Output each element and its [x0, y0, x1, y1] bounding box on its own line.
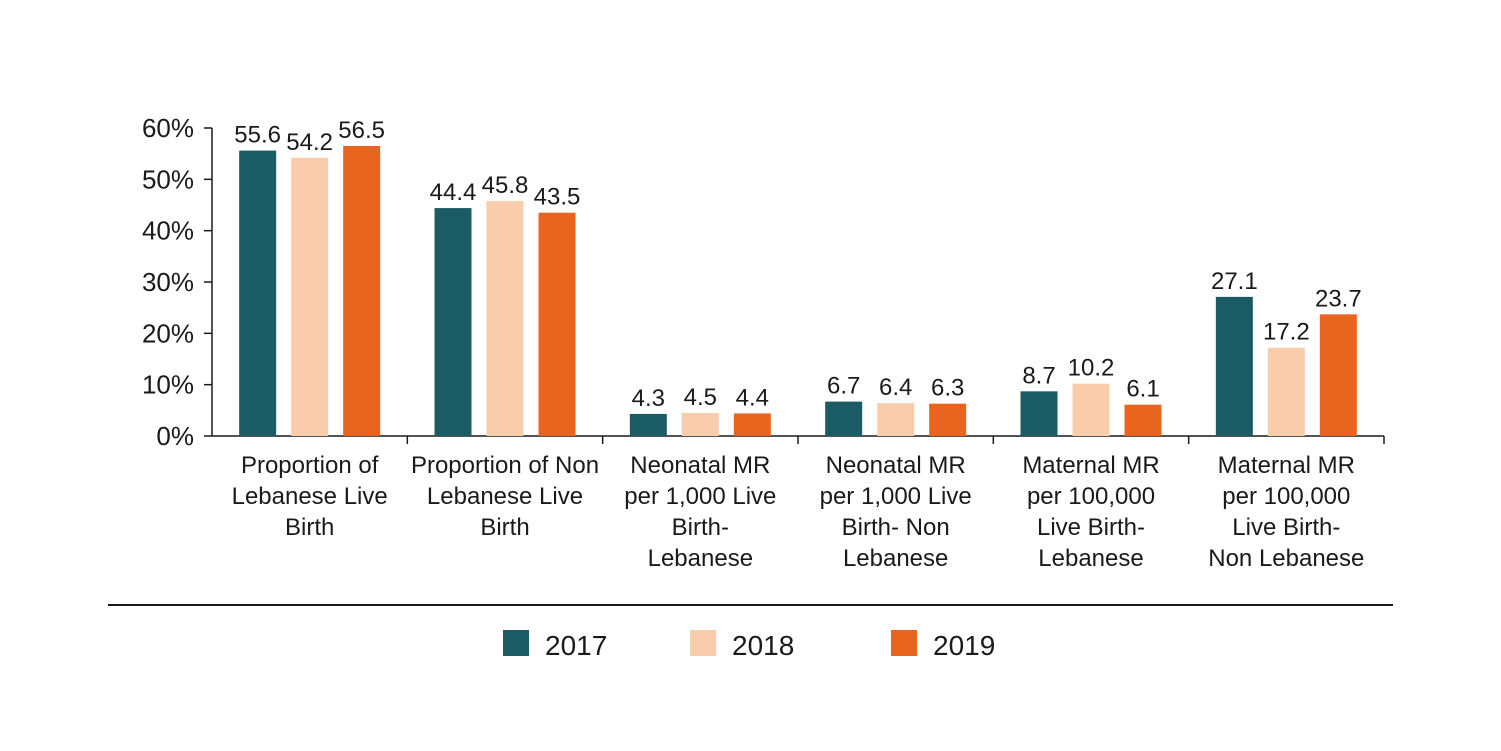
bar-2018-0 [291, 157, 329, 437]
data-label-2019-0: 56.5 [338, 117, 385, 144]
x-axis [212, 435, 1385, 444]
category-label-line: Proportion of [241, 452, 379, 479]
category-label-line: Birth- Non [842, 514, 950, 541]
legend-swatch-2017 [503, 630, 529, 656]
data-label-2017-4: 8.7 [1022, 362, 1055, 389]
legend: 2017 2018 2019 [503, 630, 995, 661]
category-label-line: Lebanese [843, 545, 948, 572]
data-label-2019-3: 6.3 [931, 375, 964, 402]
category-label-line: Live Birth- [1037, 514, 1145, 541]
bar-2017-4 [1020, 391, 1058, 436]
data-label-2017-5: 27.1 [1211, 268, 1258, 295]
bar-2019-1 [538, 212, 576, 436]
category-label-1: Proportion of Non Lebanese Live Birth [411, 452, 599, 541]
category-label-line: Neonatal MR [630, 452, 770, 479]
data-label-2019-5: 23.7 [1315, 285, 1362, 312]
data-label-2017-2: 4.3 [632, 385, 665, 412]
data-label-2018-0: 54.2 [286, 129, 333, 156]
data-label-2017-0: 55.6 [234, 122, 281, 149]
category-labels: Proportion of Lebanese Live BirthProportio… [232, 452, 1365, 572]
bar-2019-2 [733, 413, 771, 436]
category-label-0: Proportion of Lebanese Live Birth [232, 452, 388, 541]
data-label-2019-2: 4.4 [736, 384, 769, 411]
category-label-line: Proportion of Non [411, 452, 599, 479]
category-label-2: Neonatal MR per 1,000 Live Birth- Lebanese [624, 452, 776, 572]
bar-2018-3 [877, 403, 915, 436]
category-label-line: per 1,000 Live [624, 483, 776, 510]
category-label-line: Maternal MR [1022, 452, 1159, 479]
bar-2019-5 [1319, 314, 1357, 436]
category-label-3: Neonatal MR per 1,000 Live Birth- Non Leban… [820, 452, 972, 572]
y-tick-label: 0% [156, 421, 194, 451]
category-label-line: Birth- [672, 514, 729, 541]
bar-2018-4 [1072, 383, 1110, 436]
data-label-2018-4: 10.2 [1068, 355, 1115, 382]
category-label-line: Lebanese [648, 545, 753, 572]
bar-2019-4 [1124, 404, 1162, 436]
data-label-2019-1: 43.5 [534, 184, 581, 211]
category-label-line: Birth [285, 514, 334, 541]
category-label-5: Maternal MR per 100,000 Live Birth- Non Leb… [1208, 452, 1364, 572]
data-label-2018-1: 45.8 [482, 172, 529, 199]
legend-label-2017: 2017 [545, 630, 607, 661]
data-labels: 55.6 54.2 56.5 44.4 45.8 43.5 4.3 4.5 4.4 6.7 6.4 6… [234, 117, 1361, 412]
y-tick-label: 30% [142, 267, 194, 297]
bar-2017-5 [1215, 296, 1253, 436]
category-label-line: Maternal MR [1218, 452, 1355, 479]
category-label-4: Maternal MR per 100,000 Live Birth- Lebanes… [1022, 452, 1159, 572]
y-tick-label: 60% [142, 113, 194, 143]
data-label-2018-2: 4.5 [684, 384, 717, 411]
legend-label-2018: 2018 [732, 630, 794, 661]
category-label-line: Lebanese Live [232, 483, 388, 510]
category-label-line: Lebanese [1038, 545, 1143, 572]
category-label-line: per 100,000 [1027, 483, 1155, 510]
category-label-line: Live Birth- [1232, 514, 1340, 541]
bar-2017-2 [629, 413, 667, 436]
y-tick-label: 20% [142, 318, 194, 348]
bar-2018-2 [681, 412, 719, 436]
y-tick-label: 50% [142, 164, 194, 194]
category-label-line: Non Lebanese [1208, 545, 1364, 572]
bars [239, 145, 1357, 437]
category-label-line: Neonatal MR [826, 452, 966, 479]
category-label-line: per 100,000 [1222, 483, 1350, 510]
bar-2018-5 [1267, 347, 1305, 436]
legend-swatch-2019 [891, 630, 917, 656]
y-axis: 0% 10% 20% 30% 40% 50% 60% [142, 113, 213, 451]
data-label-2017-1: 44.4 [430, 179, 477, 206]
y-tick-label: 40% [142, 216, 194, 246]
bar-2017-1 [434, 208, 472, 436]
data-label-2017-3: 6.7 [827, 373, 860, 400]
category-label-line: per 1,000 Live [820, 483, 972, 510]
bar-2017-3 [825, 401, 863, 436]
y-tick-label: 10% [142, 370, 194, 400]
category-label-line: Lebanese Live [427, 483, 583, 510]
bar-2019-0 [343, 145, 381, 436]
data-label-2019-4: 6.1 [1126, 376, 1159, 403]
legend-swatch-2018 [690, 630, 716, 656]
data-label-2018-5: 17.2 [1263, 319, 1310, 346]
legend-label-2019: 2019 [933, 630, 995, 661]
bar-2019-3 [929, 403, 967, 436]
data-label-2018-3: 6.4 [879, 374, 912, 401]
category-label-line: Birth [480, 514, 529, 541]
bar-2017-0 [239, 150, 277, 436]
bar-2018-1 [486, 200, 524, 436]
